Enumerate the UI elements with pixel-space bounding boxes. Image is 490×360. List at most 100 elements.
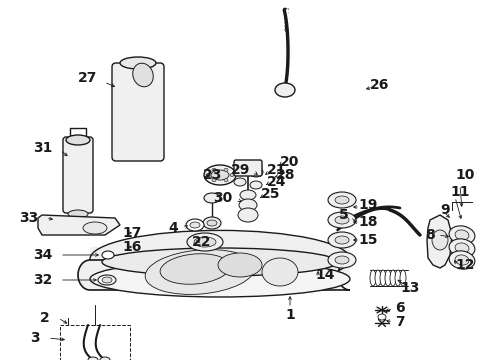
Ellipse shape bbox=[224, 179, 228, 182]
Ellipse shape bbox=[120, 57, 156, 69]
Text: 2: 2 bbox=[40, 311, 50, 325]
Ellipse shape bbox=[218, 253, 262, 277]
Ellipse shape bbox=[250, 181, 262, 189]
Text: 29: 29 bbox=[231, 163, 250, 177]
Text: 13: 13 bbox=[400, 281, 419, 295]
Ellipse shape bbox=[375, 270, 381, 286]
Text: 10: 10 bbox=[455, 168, 474, 182]
Text: 23: 23 bbox=[203, 168, 222, 182]
Ellipse shape bbox=[262, 258, 298, 286]
Text: 4: 4 bbox=[168, 221, 178, 235]
Text: 18: 18 bbox=[358, 215, 377, 229]
Text: 6: 6 bbox=[395, 301, 405, 315]
Ellipse shape bbox=[230, 174, 234, 176]
Text: 7: 7 bbox=[395, 315, 405, 329]
Ellipse shape bbox=[90, 230, 350, 288]
Ellipse shape bbox=[102, 277, 112, 283]
Ellipse shape bbox=[385, 270, 391, 286]
Ellipse shape bbox=[400, 270, 406, 286]
Ellipse shape bbox=[240, 190, 256, 200]
Ellipse shape bbox=[133, 63, 153, 87]
Ellipse shape bbox=[190, 222, 200, 228]
Ellipse shape bbox=[370, 270, 376, 286]
Ellipse shape bbox=[98, 275, 116, 285]
FancyBboxPatch shape bbox=[112, 63, 164, 161]
Text: 12: 12 bbox=[455, 258, 474, 272]
Text: 33: 33 bbox=[19, 211, 38, 225]
Text: 30: 30 bbox=[213, 191, 232, 205]
Ellipse shape bbox=[328, 192, 356, 208]
Ellipse shape bbox=[211, 170, 229, 180]
Text: 31: 31 bbox=[33, 141, 52, 155]
Text: 28: 28 bbox=[276, 168, 295, 182]
Ellipse shape bbox=[328, 212, 356, 228]
Ellipse shape bbox=[145, 249, 255, 294]
Ellipse shape bbox=[212, 179, 216, 182]
Text: 32: 32 bbox=[33, 273, 52, 287]
Ellipse shape bbox=[380, 270, 386, 286]
Ellipse shape bbox=[206, 174, 210, 176]
Text: 21: 21 bbox=[267, 163, 287, 177]
Text: 3: 3 bbox=[30, 331, 40, 345]
Text: 27: 27 bbox=[77, 71, 97, 85]
Ellipse shape bbox=[449, 226, 475, 244]
Ellipse shape bbox=[335, 256, 349, 264]
Ellipse shape bbox=[88, 357, 98, 360]
Ellipse shape bbox=[328, 252, 356, 268]
Ellipse shape bbox=[224, 168, 228, 171]
Ellipse shape bbox=[378, 314, 386, 320]
Ellipse shape bbox=[83, 222, 107, 234]
Text: 17: 17 bbox=[122, 226, 142, 240]
Ellipse shape bbox=[212, 168, 216, 171]
Ellipse shape bbox=[204, 165, 236, 185]
FancyBboxPatch shape bbox=[234, 160, 262, 176]
Ellipse shape bbox=[207, 220, 217, 226]
Text: 22: 22 bbox=[192, 235, 212, 249]
Ellipse shape bbox=[335, 216, 349, 224]
Ellipse shape bbox=[203, 217, 221, 229]
Bar bbox=[60, 325, 130, 360]
Ellipse shape bbox=[395, 270, 401, 286]
Ellipse shape bbox=[449, 251, 475, 269]
Text: 34: 34 bbox=[33, 248, 52, 262]
Text: 24: 24 bbox=[267, 175, 287, 189]
Ellipse shape bbox=[90, 261, 350, 297]
Ellipse shape bbox=[102, 248, 338, 276]
Ellipse shape bbox=[100, 357, 110, 360]
Ellipse shape bbox=[449, 239, 475, 257]
Ellipse shape bbox=[239, 199, 257, 211]
Text: 5: 5 bbox=[339, 208, 349, 222]
Text: 1: 1 bbox=[285, 308, 295, 322]
FancyBboxPatch shape bbox=[90, 247, 350, 279]
Text: 15: 15 bbox=[358, 233, 377, 247]
Ellipse shape bbox=[194, 237, 216, 247]
Ellipse shape bbox=[187, 233, 223, 251]
Ellipse shape bbox=[249, 167, 263, 177]
Text: 26: 26 bbox=[370, 78, 390, 92]
Text: 14: 14 bbox=[315, 268, 335, 282]
Text: 9: 9 bbox=[440, 203, 450, 217]
Ellipse shape bbox=[328, 232, 356, 248]
Ellipse shape bbox=[160, 254, 230, 284]
Text: 16: 16 bbox=[122, 240, 142, 254]
Ellipse shape bbox=[275, 83, 295, 97]
Polygon shape bbox=[78, 260, 350, 290]
Ellipse shape bbox=[238, 208, 258, 222]
FancyBboxPatch shape bbox=[63, 137, 93, 213]
Text: 11: 11 bbox=[450, 185, 469, 199]
Ellipse shape bbox=[455, 255, 469, 265]
Text: 25: 25 bbox=[261, 187, 280, 201]
Ellipse shape bbox=[335, 196, 349, 204]
Ellipse shape bbox=[455, 230, 469, 240]
Text: 19: 19 bbox=[358, 198, 377, 212]
Ellipse shape bbox=[335, 236, 349, 244]
Text: 20: 20 bbox=[280, 155, 299, 169]
Text: 8: 8 bbox=[425, 228, 435, 242]
Ellipse shape bbox=[234, 178, 246, 186]
Ellipse shape bbox=[432, 230, 448, 250]
Ellipse shape bbox=[68, 210, 88, 218]
Ellipse shape bbox=[204, 193, 220, 203]
Ellipse shape bbox=[390, 270, 396, 286]
Ellipse shape bbox=[102, 251, 114, 259]
Polygon shape bbox=[38, 215, 120, 235]
